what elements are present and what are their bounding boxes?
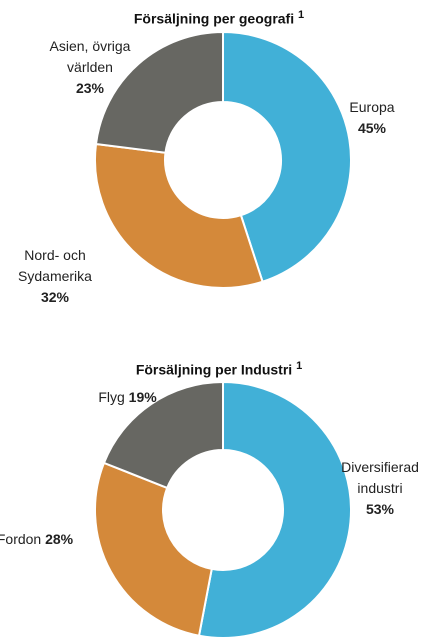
- chart-title: Försäljning per Industri 1: [0, 360, 438, 378]
- value-label: 19%: [128, 389, 157, 405]
- value-label: 28%: [45, 531, 74, 547]
- footnote-mark: 1: [296, 360, 303, 372]
- donut-segment: [94, 30, 224, 154]
- segment-label: Diversifierad industri 53%: [320, 457, 438, 520]
- value-label: 53%: [365, 501, 395, 517]
- value-label: 45%: [357, 120, 387, 136]
- chart-title: Försäljning per geografi 1: [0, 9, 438, 27]
- donut-segment: [102, 380, 224, 490]
- segment-label: Nord- och Sydamerika 32%: [0, 245, 110, 308]
- category-name: Fordon: [0, 531, 42, 547]
- category-name: Europa: [349, 99, 395, 115]
- donut-segment: [222, 30, 352, 283]
- donut-segment: [94, 142, 264, 289]
- category-name: Asien, övriga världen: [49, 38, 131, 75]
- segment-label: Asien, övriga världen 23%: [30, 36, 150, 99]
- title-text: Försäljning per Industri: [135, 361, 293, 378]
- segment-label: Europa 45%: [327, 97, 417, 139]
- footnote-mark: 1: [298, 9, 305, 21]
- category-name: Nord- och Sydamerika: [18, 247, 92, 284]
- value-label: 32%: [40, 289, 70, 305]
- donut-segment: [94, 461, 213, 637]
- donut-segment: [197, 380, 352, 639]
- title-text: Försäljning per geografi: [133, 10, 295, 27]
- category-name: Flyg: [98, 389, 125, 405]
- category-name: Diversifierad industri: [341, 459, 419, 496]
- value-label: 23%: [75, 80, 105, 96]
- segment-label: Flyg 19%: [80, 387, 175, 408]
- segment-label: Fordon 28%: [0, 529, 90, 550]
